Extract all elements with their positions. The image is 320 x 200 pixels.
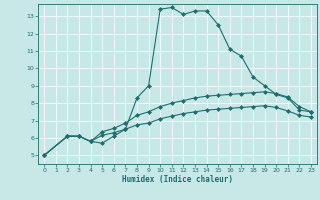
X-axis label: Humidex (Indice chaleur): Humidex (Indice chaleur) bbox=[122, 175, 233, 184]
